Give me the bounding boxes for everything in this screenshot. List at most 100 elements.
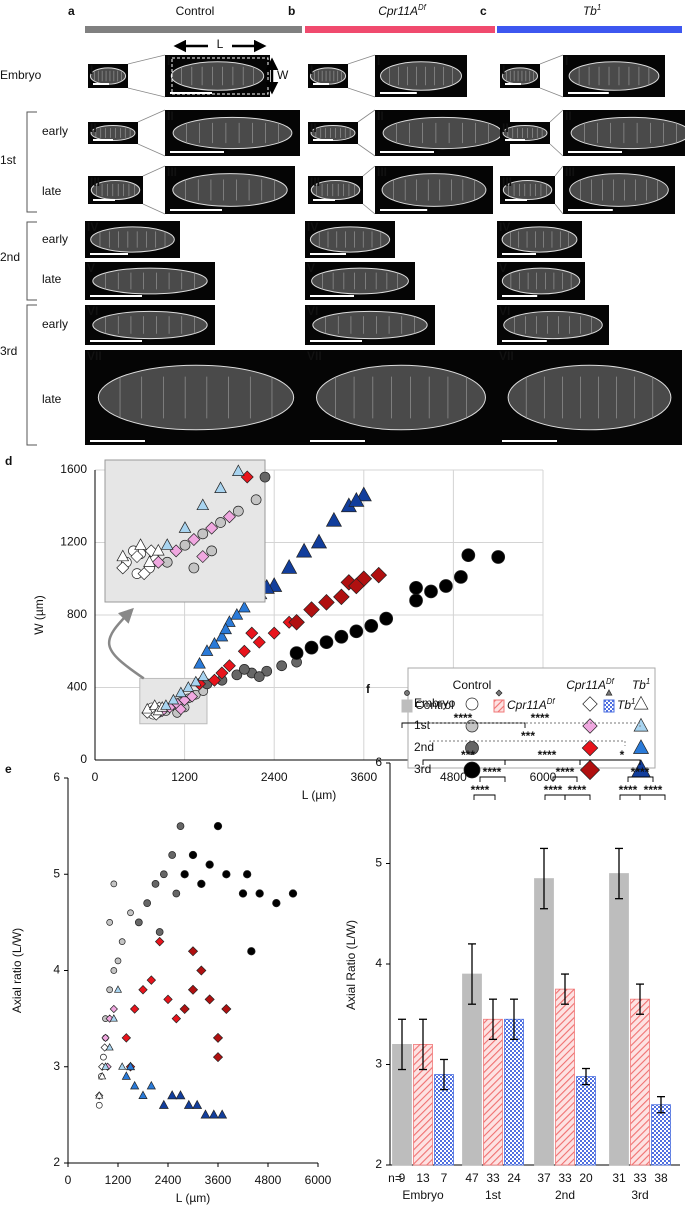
specimen-image: II (500, 121, 550, 144)
data-point (303, 601, 320, 618)
data-point (129, 1004, 140, 1014)
header-bar (305, 26, 495, 33)
legend-label-sup: Df (547, 697, 556, 706)
zoom-line (347, 54, 376, 65)
inset-point (160, 538, 174, 550)
data-point (106, 919, 114, 926)
legend-swatch (493, 699, 505, 713)
inset-point (137, 567, 151, 581)
larva (310, 125, 356, 141)
data-point (288, 889, 298, 898)
data-point (100, 1043, 109, 1052)
zoom-line (539, 54, 564, 65)
data-point (238, 889, 248, 898)
data-point (212, 1032, 224, 1043)
specimen-image: V (85, 261, 215, 300)
y-tick-label: 2 (53, 1155, 60, 1169)
legend-header: Cpr11ADf (566, 677, 614, 693)
specimen-image: IV (497, 220, 582, 258)
stage-numeral: I (565, 54, 568, 68)
panel-letter: c (480, 4, 487, 18)
data-point (175, 1090, 186, 1100)
x-tick-label: 0 (65, 1173, 72, 1187)
data-point (163, 994, 173, 1005)
stage-numeral: I (377, 54, 380, 68)
data-point (176, 822, 185, 830)
stage-numeral: II (502, 121, 509, 135)
stage-numeral: II (167, 109, 174, 123)
stage-numeral: I (310, 63, 313, 77)
data-point (197, 670, 210, 681)
x-tick-label: 4800 (255, 1173, 282, 1187)
larva (311, 267, 409, 295)
larva (89, 67, 127, 85)
stage-numeral: V (87, 261, 95, 275)
significance-label: **** (568, 783, 587, 797)
significance-label: **** (544, 783, 563, 797)
data-point (281, 559, 298, 574)
data-point (245, 626, 259, 640)
data-point (188, 850, 198, 860)
inset-point (116, 561, 130, 575)
specimen-image: IV (85, 220, 180, 258)
data-point (187, 946, 199, 957)
stage-numeral: VII (307, 349, 322, 363)
legend-swatch (603, 699, 615, 713)
specimen-image: II (308, 121, 358, 144)
header-bar (497, 26, 682, 33)
y-tick-label: 6 (375, 755, 382, 769)
significance-label: **** (619, 783, 638, 797)
specimen-image: III (308, 175, 363, 204)
larva (568, 61, 660, 91)
data-point (125, 1061, 136, 1071)
data-point (310, 533, 328, 549)
inset-point (134, 538, 147, 550)
legend-label: 2nd (414, 740, 434, 754)
specimen-image: I (88, 63, 128, 88)
y-tick-label: 800 (67, 607, 87, 621)
specimen-image: III (88, 175, 143, 204)
data-point (223, 615, 236, 627)
larva (316, 364, 486, 431)
inset-point (197, 528, 209, 540)
legend-header-main: Control (453, 678, 492, 692)
data-point (179, 1003, 190, 1015)
n-value: 24 (507, 1171, 521, 1185)
panel-title-main: Control (176, 4, 215, 18)
specimen-image: V (497, 261, 585, 300)
legend-label: Tb1 (617, 697, 635, 713)
x-tick-label: 3rd (631, 1188, 648, 1202)
data-point (167, 1090, 178, 1100)
data-point (370, 566, 388, 584)
larva (310, 179, 361, 201)
significance-bracket (627, 776, 654, 782)
data-point (318, 594, 335, 611)
larva (501, 226, 578, 253)
n-value: 38 (654, 1171, 668, 1185)
data-point (175, 686, 187, 698)
legend-marker (465, 697, 479, 711)
larva (172, 173, 288, 207)
legend-marker (404, 690, 410, 696)
legend-label-main: Tb (617, 698, 631, 712)
data-point (439, 579, 453, 593)
data-point (154, 936, 165, 947)
data-point (217, 1109, 228, 1119)
specimen-image: III (165, 165, 295, 214)
significance-label: **** (531, 711, 550, 725)
data-point (207, 673, 221, 687)
data-point (171, 1013, 182, 1024)
legend-label: 1st (414, 718, 431, 732)
data-point (101, 1033, 110, 1042)
row-bracket (26, 304, 37, 446)
stage-numeral: III (90, 175, 100, 189)
stage-numeral: II (377, 109, 384, 123)
specimen-image: I (165, 54, 270, 97)
data-point (296, 542, 313, 558)
data-point (276, 660, 288, 672)
data-point (167, 693, 180, 705)
data-point (190, 675, 202, 687)
data-point (186, 690, 198, 703)
n-value: 31 (612, 1171, 626, 1185)
larva (502, 179, 553, 201)
